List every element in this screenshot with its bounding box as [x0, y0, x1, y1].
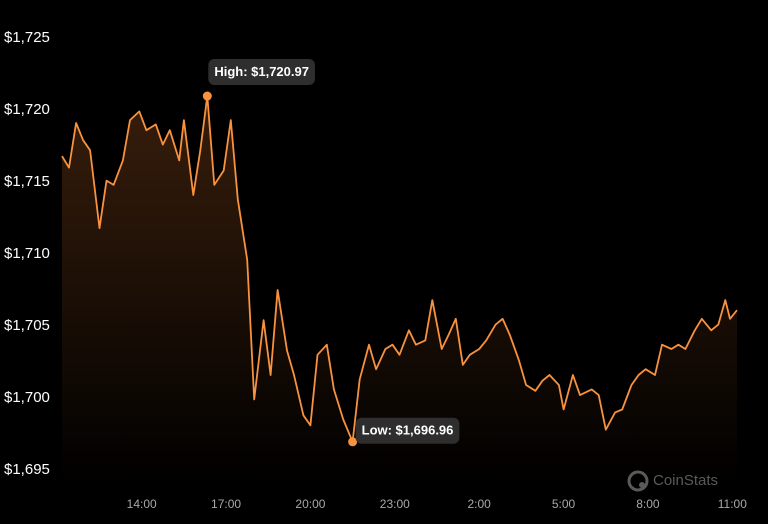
y-tick-label: $1,700 [4, 389, 50, 406]
y-tick-label: $1,710 [4, 245, 50, 262]
low-label: Low: $1,696.96 [362, 423, 454, 438]
high-callout: High: $1,720.97 [208, 59, 315, 86]
watermark-text: CoinStats [653, 472, 718, 489]
x-tick-label: 23:00 [380, 497, 410, 511]
high-marker [202, 91, 212, 101]
price-line [61, 95, 738, 443]
x-tick-label: 5:00 [552, 497, 576, 511]
low-callout: Low: $1,696.96 [355, 417, 460, 444]
x-tick-label: 8:00 [636, 497, 660, 511]
x-tick-label: 20:00 [295, 497, 325, 511]
y-tick-label: $1,715 [4, 173, 50, 190]
watermark-icon [627, 470, 649, 492]
high-label: High: $1,720.97 [214, 64, 309, 79]
area-fill [62, 96, 737, 482]
low-box [355, 417, 460, 444]
y-tick-label: $1,725 [4, 29, 50, 46]
watermark-icon-dot [639, 482, 645, 488]
watermark: CoinStats [627, 470, 718, 492]
low-marker [348, 437, 358, 447]
y-tick-label: $1,695 [4, 461, 50, 478]
y-tick-label: $1,705 [4, 317, 50, 334]
x-tick-label: 14:00 [127, 497, 157, 511]
high-box [208, 59, 315, 86]
y-tick-label: $1,720 [4, 101, 50, 118]
x-tick-label: 11:00 [718, 497, 747, 511]
x-tick-label: 2:00 [468, 497, 492, 511]
x-tick-label: 17:00 [211, 497, 241, 511]
